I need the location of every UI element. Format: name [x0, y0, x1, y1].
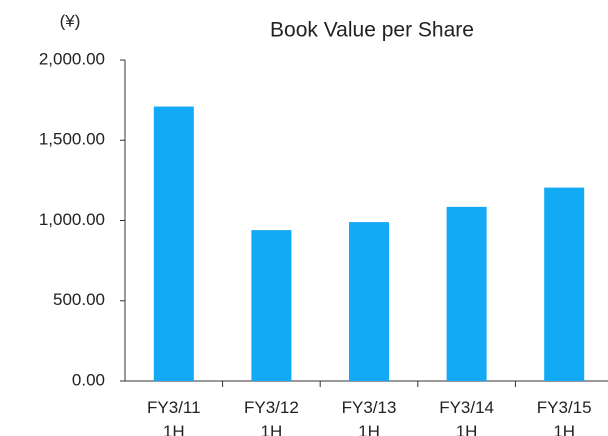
bar — [153, 106, 194, 382]
y-tick-label: 1,000.00 — [39, 210, 105, 229]
y-tick-label: 2,000.00 — [39, 49, 105, 68]
y-tick-label: 500.00 — [53, 290, 105, 309]
bar — [446, 206, 487, 381]
bar — [544, 187, 585, 381]
x-tick-label: FY3/13 1H — [341, 398, 397, 436]
y-tick-label: 0.00 — [72, 370, 105, 389]
bar — [251, 230, 292, 381]
y-axis-label: (¥) — [60, 11, 81, 30]
x-tick-label: FY3/14 1H — [439, 398, 494, 436]
x-tick-label: FY3/15 1H — [536, 398, 592, 436]
chart-title: Book Value per Share — [270, 19, 474, 42]
x-tick-label: FY3/12 1H — [243, 398, 299, 436]
x-tick-label: FY3/11 1H — [147, 398, 201, 436]
bar — [349, 222, 389, 381]
y-tick-label: 1,500.00 — [39, 130, 105, 149]
